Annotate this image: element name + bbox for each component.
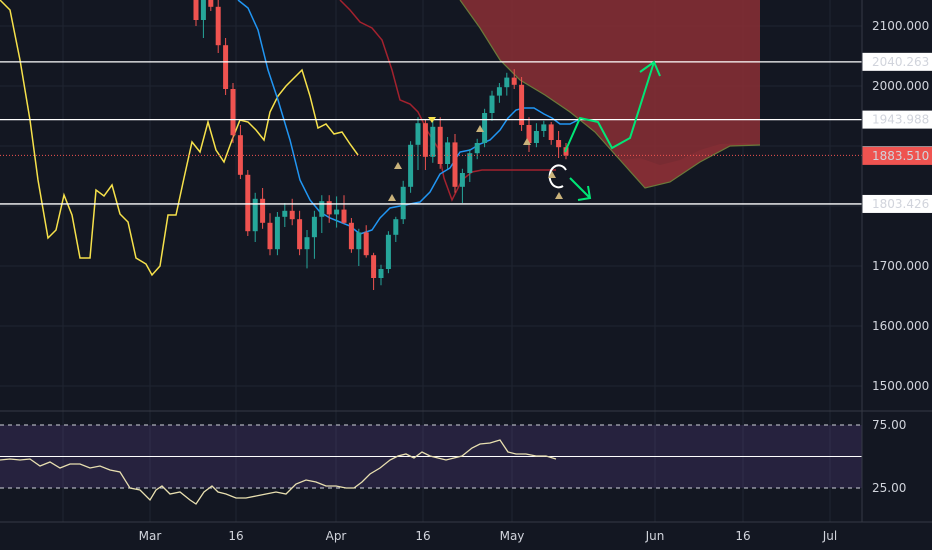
candle-bullish [304,237,310,250]
price-level-badge [862,110,932,129]
candle-bullish [533,131,539,143]
date-tick-label: 16 [415,529,430,543]
price-axis: 2040.2631943.9881803.4261884.2971883.510… [861,0,932,522]
candle-bullish [311,216,317,238]
chikou-span [0,0,359,277]
price-level-badge [862,52,932,71]
candle-bullish [393,219,399,235]
signal-triangle-down [428,117,436,123]
projection-arrow-up [564,61,655,153]
ichimoku-cloud [459,0,761,189]
senkou-span-b [459,0,761,189]
candle-bullish [282,210,288,217]
candle-bearish [371,255,377,278]
signal-triangle-up [548,171,556,178]
tenkan-sen [237,0,579,235]
price-level-label: 1803.426 [872,197,929,211]
date-tick-label: Jun [645,529,665,543]
date-tick-label: 16 [735,529,750,543]
price-tick-label: 2000.000 [872,79,929,93]
candle-bearish [556,140,562,148]
current-price-label: 1883.510 [872,149,929,163]
candle-bullish [378,269,384,278]
candle-bearish [267,222,273,250]
annotations [388,60,661,201]
candle-bearish [215,6,221,46]
candle-bearish [526,125,532,143]
candle-bearish [363,232,369,256]
signal-triangle-up [555,192,563,199]
candle-bullish [415,123,421,145]
candle-bearish [341,209,347,223]
candle-bearish [326,201,332,215]
price-tick-label: 1500.000 [872,379,929,393]
kumo-edge [620,143,760,188]
date-tick-label: 16 [228,529,243,543]
candle-bullish [459,173,465,187]
candle-bullish [252,198,258,232]
price-level-label: 2040.263 [872,55,929,69]
candle-bearish [193,0,199,20]
date-tick-label: May [500,529,525,543]
signal-triangle-up [394,162,402,169]
candle-bullish [274,216,280,250]
signal-triangle-up [523,138,531,145]
candle-bearish [348,222,354,250]
price-tick-label: 2100.000 [872,19,929,33]
candle-bearish [245,174,251,232]
date-tick-label: Apr [326,529,347,543]
candle-bearish [437,126,443,164]
candle-bullish [200,0,206,20]
signal-triangle-up [476,125,484,132]
candle-bullish [319,201,325,217]
candle-bullish [385,234,391,269]
candle-bearish [208,0,214,7]
time-axis: Mar 16 Apr 16 May Jun 16 Jul [139,529,838,543]
candle-bullish [445,142,451,164]
signal-triangle-up [388,194,396,201]
candle-bullish [504,77,510,88]
date-tick-label: Jul [822,529,837,543]
rsi-tick-label: 75.00 [872,418,906,432]
arrow-head-up [639,60,661,77]
rsi-tick-label: 25.00 [872,481,906,495]
candle-bullish [496,87,502,96]
kumo-bearish [460,0,760,188]
candle-bearish [519,84,525,125]
candle-bullish [467,153,473,173]
candle-bearish [223,45,229,89]
circle-marker [548,164,567,189]
candle-bearish [289,210,295,220]
date-tick-label: Mar [139,529,162,543]
candle-bearish [297,219,303,250]
rsi-pane: 75.00 25.00 [0,418,906,505]
candle-bearish [511,77,517,85]
candle-bullish [356,232,362,250]
candle-bearish [230,89,236,136]
candle-bullish [334,209,340,215]
candle-bearish [260,198,266,223]
rsi-line [0,439,557,505]
candle-bullish [400,186,406,220]
price-level-badge [862,194,932,213]
candle-bearish [548,124,554,140]
candle-bullish [430,126,436,157]
arrow-head-down [577,185,592,201]
candle-bullish [489,95,495,113]
candle-bearish [422,123,428,157]
price-tick-label: 1600.000 [872,319,929,333]
projection-arrow-down [569,177,591,199]
candle-bullish [482,113,488,143]
price-level-label: 1943.988 [872,113,929,127]
candle-bullish [408,144,414,187]
candle-bullish [541,124,547,131]
candle-bearish [452,142,458,187]
candle-bullish [474,143,480,154]
price-tick-label: 1700.000 [872,259,929,273]
current-price-badge [862,146,932,165]
